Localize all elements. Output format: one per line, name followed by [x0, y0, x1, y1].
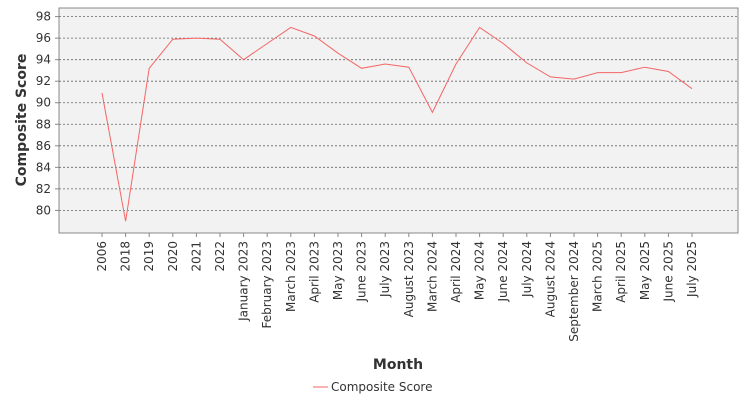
x-tick-label: 2019: [142, 241, 156, 272]
x-tick-label: 2022: [213, 241, 227, 272]
x-tick-label: May 2025: [638, 241, 652, 300]
x-tick-label: March 2025: [591, 241, 605, 312]
x-axis-title: Month: [373, 357, 423, 373]
x-tick-label: February 2023: [260, 241, 274, 329]
y-tick-label: 96: [36, 31, 51, 45]
x-tick-label: March 2024: [425, 241, 439, 312]
y-tick-label: 94: [36, 53, 51, 67]
x-tick-label: August 2024: [543, 241, 557, 317]
x-tick-label: 2018: [119, 241, 133, 272]
y-tick-label: 88: [36, 117, 51, 131]
x-tick-label: May 2023: [331, 241, 345, 300]
plot-area: [59, 8, 738, 233]
y-tick-label: 80: [36, 203, 51, 217]
x-tick-label: September 2024: [567, 241, 581, 342]
y-tick-label: 86: [36, 139, 51, 153]
x-tick-label: April 2025: [614, 241, 628, 303]
y-axis-title: Composite Score: [14, 54, 30, 187]
x-tick-label: 2021: [189, 241, 203, 272]
x-tick-label: 2006: [95, 241, 109, 272]
y-axis-ticks: 80 82 84 86 88 90 92 94 96 98: [36, 10, 59, 218]
x-axis-ticks: 2006 2018 2019 2020 2021 2022 January 2023 Febr…: [95, 233, 699, 342]
x-tick-label: March 2023: [284, 241, 298, 312]
legend-label: Composite Score: [331, 380, 432, 394]
y-tick-label: 98: [36, 10, 51, 24]
x-tick-label: 2020: [166, 241, 180, 272]
y-tick-label: 92: [36, 74, 51, 88]
x-tick-label: June 2024: [496, 241, 510, 303]
x-tick-label: June 2023: [355, 241, 369, 303]
x-tick-label: April 2024: [449, 241, 463, 303]
x-tick-label: January 2023: [237, 241, 251, 322]
x-tick-label: July 2025: [685, 241, 699, 298]
x-tick-label: June 2025: [661, 241, 675, 303]
legend: Composite Score: [313, 380, 432, 394]
y-tick-label: 90: [36, 96, 51, 110]
x-tick-label: May 2024: [473, 241, 487, 300]
x-tick-label: April 2023: [307, 241, 321, 303]
y-tick-label: 84: [36, 160, 51, 174]
x-tick-label: July 2024: [520, 241, 534, 298]
x-tick-label: July 2023: [378, 241, 392, 298]
x-tick-label: August 2023: [402, 241, 416, 317]
y-tick-label: 82: [36, 182, 51, 196]
